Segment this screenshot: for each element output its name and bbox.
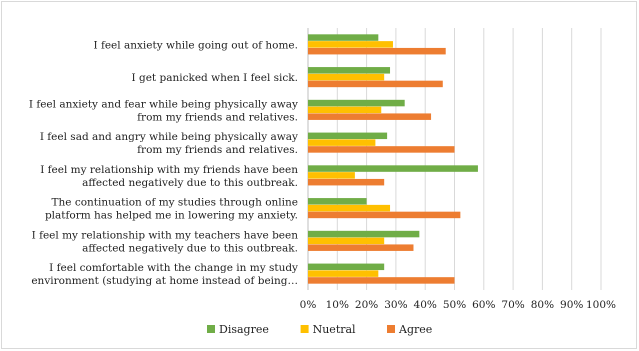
bar-disagree bbox=[308, 263, 385, 271]
category-label: I feel comfortable with the change in my… bbox=[49, 262, 298, 274]
bar-agree bbox=[308, 113, 432, 120]
bar-agree bbox=[308, 47, 446, 55]
bar-nuetral bbox=[308, 41, 393, 48]
category-label: from my friends and relatives. bbox=[137, 111, 298, 123]
bar-nuetral bbox=[308, 172, 355, 179]
x-tick-label: 80% bbox=[531, 299, 554, 311]
bar-disagree bbox=[308, 165, 478, 172]
bar-nuetral bbox=[308, 270, 379, 277]
category-label: environment (studying at home instead of… bbox=[31, 275, 298, 287]
bar-agree bbox=[308, 211, 461, 219]
x-tick-label: 30% bbox=[384, 299, 407, 311]
x-tick-labels: 0% 10% 20% 30% 40% 50% 60% 70% 80% 90% 100% bbox=[300, 299, 616, 311]
bar-disagree bbox=[308, 132, 388, 140]
bar-disagree bbox=[308, 67, 391, 74]
bars bbox=[308, 34, 478, 284]
bar-agree bbox=[308, 277, 455, 284]
category-label: affected negatively due to this outbreak… bbox=[82, 242, 298, 254]
category-label: I feel sad and angry while being physica… bbox=[40, 131, 298, 143]
legend-swatch-disagree bbox=[207, 325, 215, 333]
bar-agree bbox=[308, 146, 455, 153]
x-tick-label: 100% bbox=[586, 299, 616, 311]
bar-nuetral bbox=[308, 237, 385, 245]
x-tick-label: 0% bbox=[300, 299, 317, 311]
bar-disagree bbox=[308, 230, 420, 238]
legend-swatch-agree bbox=[387, 325, 395, 333]
legend: Disagree Nuetral Agree bbox=[207, 323, 432, 336]
bar-nuetral bbox=[308, 106, 382, 114]
x-tick-label: 20% bbox=[355, 299, 378, 311]
legend-swatch-nuetral bbox=[300, 325, 309, 333]
bar-nuetral bbox=[308, 204, 391, 212]
category-label: I get panicked when I feel sick. bbox=[132, 72, 298, 84]
category-label: affected negatively due to this outbreak… bbox=[82, 177, 298, 189]
category-label: I feel anxiety while going out of home. bbox=[93, 39, 298, 51]
bar-nuetral bbox=[308, 139, 376, 146]
bar-agree bbox=[308, 80, 443, 88]
x-tick-label: 10% bbox=[326, 299, 349, 311]
category-label: from my friends and relatives. bbox=[137, 144, 298, 156]
x-tick-label: 60% bbox=[472, 299, 495, 311]
legend-label-agree: Agree bbox=[398, 323, 432, 336]
x-tick-label: 40% bbox=[414, 299, 437, 311]
x-tick-label: 50% bbox=[443, 299, 466, 311]
category-label: I feel my relationship with my friends h… bbox=[40, 164, 298, 176]
bar-disagree bbox=[308, 99, 405, 107]
legend-label-nuetral: Nuetral bbox=[313, 323, 356, 336]
x-tick-label: 70% bbox=[501, 299, 524, 311]
x-tick-label: 90% bbox=[560, 299, 583, 311]
bar-disagree bbox=[308, 198, 367, 205]
bar-agree bbox=[308, 244, 414, 251]
category-label: I feel anxiety and fear while being phys… bbox=[29, 98, 298, 110]
category-label: The continuation of my studies through o… bbox=[52, 197, 299, 209]
category-labels: I feel anxiety while going out of home. I… bbox=[29, 39, 298, 287]
category-label: platform has helped me in lowering my an… bbox=[45, 210, 298, 222]
bar-nuetral bbox=[308, 73, 385, 81]
category-label: I feel my relationship with my teachers … bbox=[32, 229, 299, 241]
bar-disagree bbox=[308, 34, 379, 41]
legend-label-disagree: Disagree bbox=[219, 323, 269, 336]
bar-agree bbox=[308, 178, 385, 186]
